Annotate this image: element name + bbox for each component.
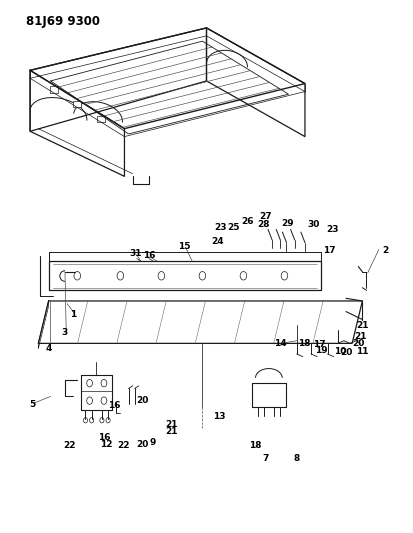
Text: 16: 16 — [143, 252, 155, 261]
Text: 9: 9 — [150, 438, 157, 447]
Text: 12: 12 — [100, 440, 112, 449]
Text: 28: 28 — [258, 220, 270, 229]
Text: 4: 4 — [45, 344, 52, 353]
Text: 17: 17 — [313, 341, 325, 350]
Text: 2: 2 — [382, 246, 388, 255]
FancyBboxPatch shape — [50, 86, 58, 93]
Text: 20: 20 — [137, 395, 149, 405]
Text: 7: 7 — [263, 455, 269, 464]
Text: 17: 17 — [323, 246, 336, 255]
Text: 23: 23 — [327, 225, 339, 234]
Text: 24: 24 — [212, 237, 224, 246]
Text: 25: 25 — [227, 223, 240, 232]
Text: 21: 21 — [165, 420, 178, 429]
Text: 14: 14 — [274, 339, 287, 348]
Text: 22: 22 — [63, 441, 75, 450]
FancyBboxPatch shape — [97, 116, 105, 122]
Text: 31: 31 — [129, 249, 142, 259]
Text: 23: 23 — [215, 223, 227, 232]
Text: 5: 5 — [29, 400, 35, 409]
Text: 29: 29 — [281, 219, 294, 228]
Text: 15: 15 — [178, 242, 190, 251]
Text: 27: 27 — [260, 212, 272, 221]
Text: 20: 20 — [340, 348, 352, 357]
Text: 11: 11 — [356, 347, 369, 356]
Text: 16: 16 — [98, 433, 110, 442]
Text: 18: 18 — [249, 441, 262, 450]
Text: 20: 20 — [352, 339, 364, 348]
Text: 21: 21 — [165, 427, 178, 437]
Text: 8: 8 — [294, 455, 300, 464]
Text: 10: 10 — [334, 347, 346, 356]
Text: 13: 13 — [213, 411, 225, 421]
Text: 30: 30 — [308, 220, 320, 229]
Text: 16: 16 — [108, 401, 121, 410]
Text: 20: 20 — [137, 440, 149, 449]
Text: 3: 3 — [62, 328, 68, 337]
Text: 22: 22 — [117, 441, 130, 450]
Text: 21: 21 — [354, 332, 367, 341]
Text: 18: 18 — [298, 339, 311, 348]
Text: 21: 21 — [356, 321, 369, 330]
Text: 81J69 9300: 81J69 9300 — [26, 14, 100, 28]
FancyBboxPatch shape — [73, 101, 81, 108]
Text: 26: 26 — [241, 217, 254, 227]
Text: 19: 19 — [315, 346, 328, 355]
Text: 1: 1 — [70, 310, 76, 319]
